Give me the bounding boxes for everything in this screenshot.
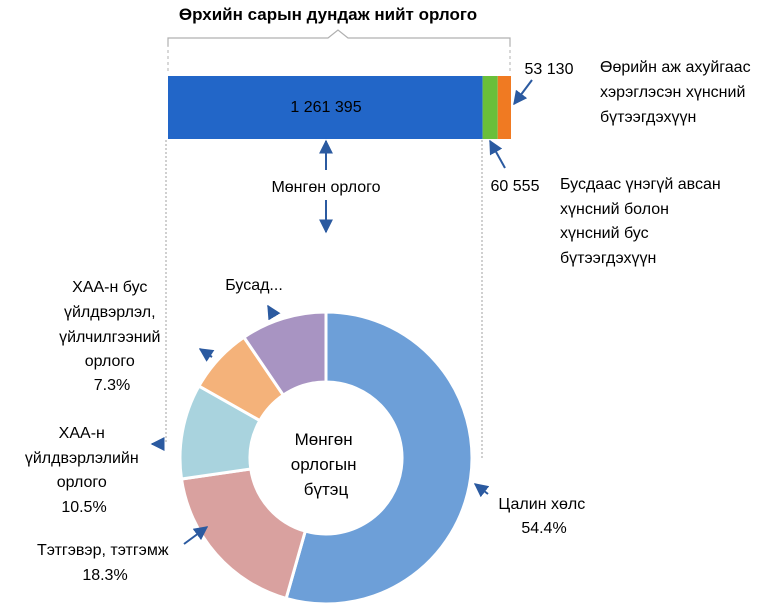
- in-kind-label: Бусдаас үнэгүй авсан хүнсний болон хүнсн…: [560, 176, 725, 267]
- chart-title: Өрхийн сарын дундаж нийт орлого: [179, 5, 477, 24]
- cash-income-donut: [178, 310, 474, 606]
- slice-label-agri: ХАА-н үйлдвэрлэлийн орлого 10.5%: [25, 425, 143, 516]
- slice-arrow-other: [267, 304, 281, 321]
- own-consumption-value: 53 130: [525, 61, 574, 78]
- donut-center-label: Мөнгөн орлогын бүтэц: [291, 430, 361, 499]
- slice-arrow-nonagri: [198, 348, 215, 362]
- cash-income-value: 1 261 395: [290, 99, 361, 116]
- cash-income-label: Мөнгөн орлого: [271, 179, 380, 196]
- own-consumption-arrow: [513, 79, 533, 106]
- donut-slice-other: [241, 310, 328, 398]
- slice-label-other: Бусад...: [225, 277, 283, 294]
- bar-segment-own-consumption: [497, 76, 511, 139]
- in-kind-value: 60 555: [491, 178, 540, 195]
- slice-label-pension: Тэтгэвэр, тэтгэмж 18.3%: [37, 542, 173, 584]
- slice-arrow-pension: [183, 526, 209, 545]
- slice-label-nonagri: ХАА-н бус үйлдвэрлэл, үйлчилгээний орлог…: [59, 279, 165, 394]
- own-consumption-label: Өөрийн аж ахуйгаас хэрэглэсэн хүнсний бү…: [600, 59, 755, 126]
- title-brace: [167, 29, 511, 46]
- stacked-income-bar: [168, 76, 511, 139]
- donut-slice-salary: [284, 310, 474, 606]
- bar-segment-in-kind: [482, 76, 498, 139]
- in-kind-arrow: [489, 139, 506, 169]
- donut-slice-pension: [179, 467, 308, 601]
- slice-arrow-salary: [473, 483, 490, 498]
- bar-segment-cash-income: [168, 76, 483, 139]
- slice-label-salary: Цалин хөлс 54.4%: [498, 496, 589, 537]
